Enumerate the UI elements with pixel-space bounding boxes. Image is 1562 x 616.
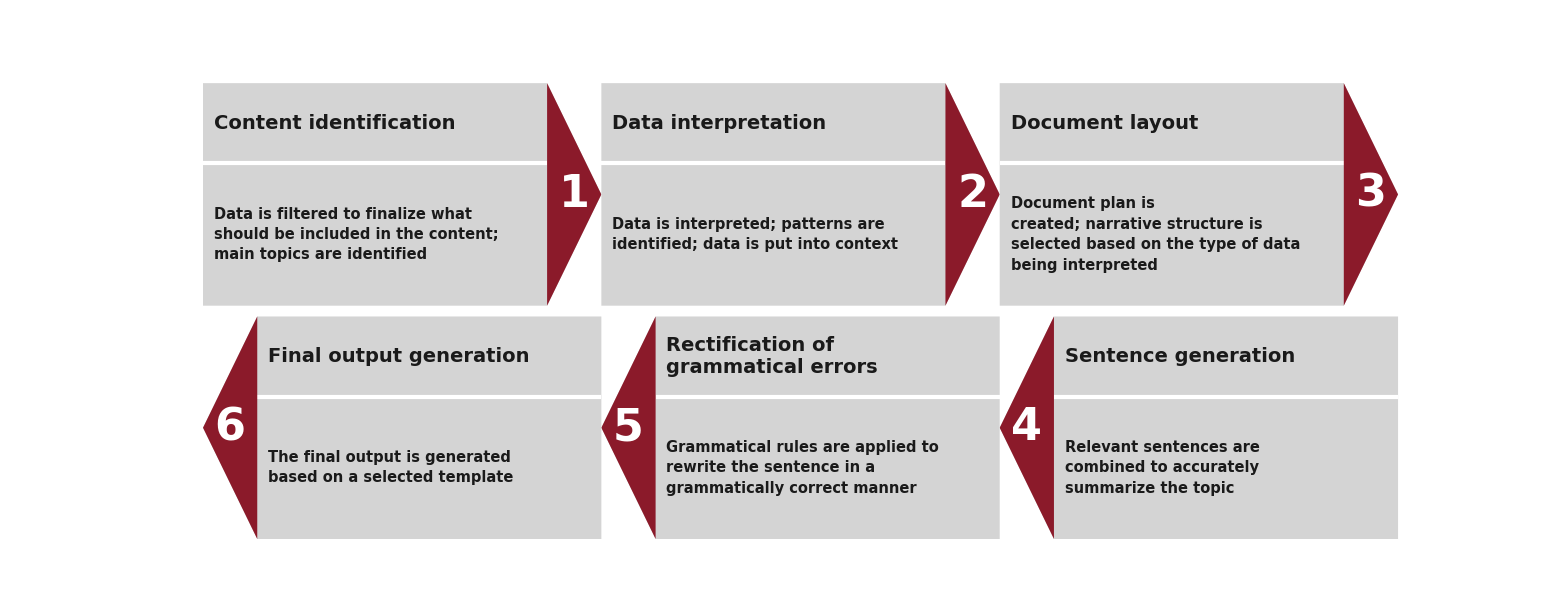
Polygon shape xyxy=(601,317,656,539)
Polygon shape xyxy=(203,83,601,306)
Text: 4: 4 xyxy=(1011,406,1042,449)
Polygon shape xyxy=(203,317,258,539)
Polygon shape xyxy=(601,83,1000,306)
Polygon shape xyxy=(547,83,601,306)
Polygon shape xyxy=(1000,317,1054,539)
Text: 1: 1 xyxy=(559,173,590,216)
Polygon shape xyxy=(203,317,601,539)
Text: Data is filtered to finalize what
should be included in the content;
main topics: Data is filtered to finalize what should… xyxy=(214,206,498,262)
Polygon shape xyxy=(945,83,1000,306)
Polygon shape xyxy=(601,317,1000,539)
Text: Content identification: Content identification xyxy=(214,114,456,132)
Text: Document plan is
created; narrative structure is
selected based on the type of d: Document plan is created; narrative stru… xyxy=(1011,197,1300,273)
Text: Data is interpreted; patterns are
identified; data is put into context: Data is interpreted; patterns are identi… xyxy=(612,217,898,252)
Text: Final output generation: Final output generation xyxy=(269,347,530,366)
Text: Document layout: Document layout xyxy=(1011,114,1198,132)
Text: 2: 2 xyxy=(958,173,989,216)
Text: Sentence generation: Sentence generation xyxy=(1065,347,1295,366)
Text: Relevant sentences are
combined to accurately
summarize the topic: Relevant sentences are combined to accur… xyxy=(1065,440,1259,496)
Text: Grammatical rules are applied to
rewrite the sentence in a
grammatically correct: Grammatical rules are applied to rewrite… xyxy=(667,440,939,496)
Polygon shape xyxy=(1343,83,1398,306)
Polygon shape xyxy=(1000,317,1398,539)
Text: Rectification of
grammatical errors: Rectification of grammatical errors xyxy=(667,336,878,378)
Text: 6: 6 xyxy=(214,406,245,449)
Text: 5: 5 xyxy=(612,406,644,449)
Text: 3: 3 xyxy=(1356,173,1387,216)
Text: Data interpretation: Data interpretation xyxy=(612,114,826,132)
Polygon shape xyxy=(1000,83,1398,306)
Text: The final output is generated
based on a selected template: The final output is generated based on a… xyxy=(269,450,514,485)
